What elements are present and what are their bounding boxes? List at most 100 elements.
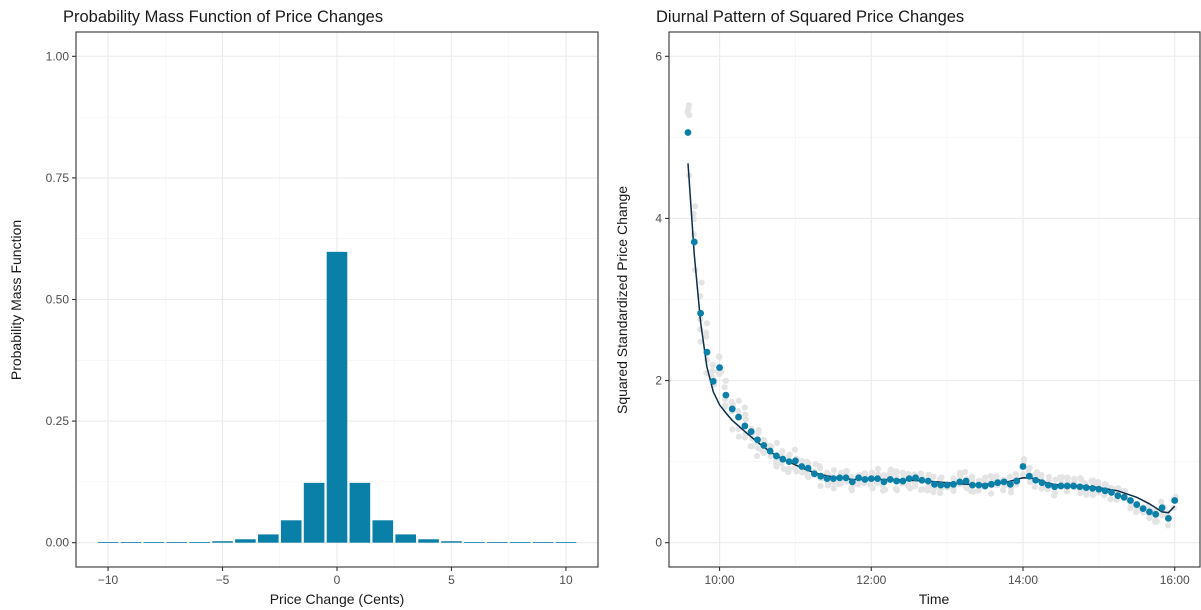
diurnal-mean-point: [1013, 477, 1021, 485]
diurnal-y-tick-label: 4: [655, 211, 662, 225]
diurnal-daily-point: [805, 460, 812, 467]
diurnal-smooth-line: [684, 129, 1179, 522]
diurnal-daily-point: [747, 443, 754, 450]
diurnal-x-axis: 10:00 12:00 14:00 16:00: [705, 567, 1190, 587]
diurnal-mean-point: [1082, 484, 1090, 491]
diurnal-mean-point: [1133, 501, 1141, 508]
pmf-bar: [464, 542, 485, 543]
diurnal-daily-point: [930, 489, 937, 496]
diurnal-daily-point: [969, 473, 976, 480]
diurnal-mean-point: [792, 457, 799, 465]
pmf-x-tick-label: −10: [98, 573, 119, 587]
diurnal-mean-point: [905, 475, 913, 483]
diurnal-daily-point: [1101, 481, 1108, 488]
diurnal-mean-point: [1120, 493, 1128, 501]
diurnal-daily-point: [993, 473, 1000, 480]
diurnal-daily-point: [1146, 514, 1153, 522]
diurnal-daily-point: [816, 462, 823, 470]
diurnal-mean-point: [1038, 479, 1046, 487]
diurnal-y-tick-label: 2: [655, 374, 662, 388]
diurnal-daily-point: [735, 433, 742, 440]
diurnal-mean-point: [912, 474, 919, 482]
diurnal-daily-point: [882, 486, 889, 493]
diurnal-mean-point: [931, 480, 938, 488]
diurnal-mean-point: [1139, 505, 1147, 513]
pmf-bar: [395, 534, 416, 543]
diurnal-daily-point: [692, 203, 699, 210]
diurnal-mean-point: [969, 481, 976, 489]
diurnal-panel-border: [668, 31, 1201, 568]
diurnal-mean-point: [810, 470, 818, 478]
diurnal-daily-point: [785, 465, 793, 473]
diurnal-mean-point: [1076, 483, 1084, 491]
pmf-bar: [166, 542, 188, 543]
diurnal-mean-point: [1127, 497, 1134, 504]
diurnal-daily-point: [817, 482, 824, 490]
diurnal-daily-point: [1152, 518, 1159, 526]
diurnal-daily-point: [729, 426, 736, 433]
diurnal-mean-point: [1114, 492, 1122, 500]
pmf-y-tick-label: 0.25: [46, 414, 70, 428]
diurnal-mean-point: [817, 472, 825, 480]
diurnal-mean-point: [798, 463, 806, 470]
diurnal-daily-point: [1045, 473, 1052, 481]
diurnal-mean-point: [924, 477, 932, 485]
diurnal-daily-point: [930, 473, 937, 480]
diurnal-mean-point: [874, 475, 882, 483]
diurnal-daily-point: [924, 487, 931, 494]
diurnal-daily-point: [848, 473, 855, 480]
diurnal-mean-point: [855, 474, 863, 482]
diurnal-daily-point: [697, 338, 704, 345]
diurnal-x-tick-label: 12:00: [856, 573, 886, 587]
pmf-bar: [143, 542, 165, 543]
diurnal-mean-point: [785, 458, 793, 466]
diurnal-mean-point: [950, 480, 957, 488]
diurnal-mean-point: [886, 476, 894, 483]
diurnal-daily-point: [1157, 498, 1165, 505]
diurnal-daily-point: [1107, 496, 1114, 503]
diurnal-daily-point: [735, 407, 742, 415]
diurnal-mean-point: [1051, 483, 1059, 491]
diurnal-y-axis: 0 2 4 6: [655, 49, 669, 550]
diurnal-daily-point: [848, 487, 855, 494]
diurnal-daily-point: [1159, 512, 1166, 519]
diurnal-mean-point: [735, 413, 742, 421]
diurnal-mean-point: [779, 455, 787, 463]
diurnal-mean-point: [1044, 481, 1052, 489]
pmf-bar: [280, 520, 302, 543]
diurnal-mean-point: [836, 474, 844, 482]
pmf-bar: [349, 482, 371, 543]
diurnal-daily-point: [709, 367, 716, 375]
diurnal-mean-point: [804, 464, 812, 472]
diurnal-daily-point: [804, 473, 812, 481]
pmf-bar: [555, 542, 577, 543]
pmf-bar: [235, 539, 256, 543]
diurnal-daily-point: [968, 488, 975, 495]
diurnal-daily-point: [798, 468, 805, 475]
diurnal-mean-point: [1171, 497, 1179, 504]
diurnal-mean-point: [728, 405, 736, 413]
diurnal-daily-point: [728, 398, 735, 406]
diurnal-y-axis-title: Squared Standardized Price Change: [614, 186, 630, 414]
diurnal-x-tick-label: 14:00: [1008, 573, 1038, 587]
pmf-bar: [97, 542, 119, 543]
diurnal-points: [684, 102, 1179, 529]
diurnal-mean-point: [848, 478, 856, 486]
diurnal-mean-point: [747, 428, 755, 436]
diurnal-mean-point: [880, 478, 888, 486]
diurnal-daily-point: [791, 464, 798, 472]
diurnal-mean-point: [1158, 504, 1166, 512]
diurnal-daily-point: [982, 474, 989, 481]
diurnal-mean-point: [1000, 478, 1008, 486]
diurnal-daily-point: [703, 320, 710, 327]
diurnal-daily-point: [753, 452, 761, 460]
diurnal-daily-point: [881, 472, 888, 480]
pmf-bar: [509, 542, 531, 543]
pmf-bar: [189, 542, 210, 543]
diurnal-mean-point: [684, 129, 692, 136]
diurnal-mean-point: [1164, 514, 1172, 522]
diurnal-mean-point: [962, 477, 970, 485]
diurnal-daily-point: [830, 485, 837, 492]
diurnal-mean-point: [1070, 482, 1077, 490]
diurnal-chart-title: Diurnal Pattern of Squared Price Changes: [656, 8, 964, 26]
